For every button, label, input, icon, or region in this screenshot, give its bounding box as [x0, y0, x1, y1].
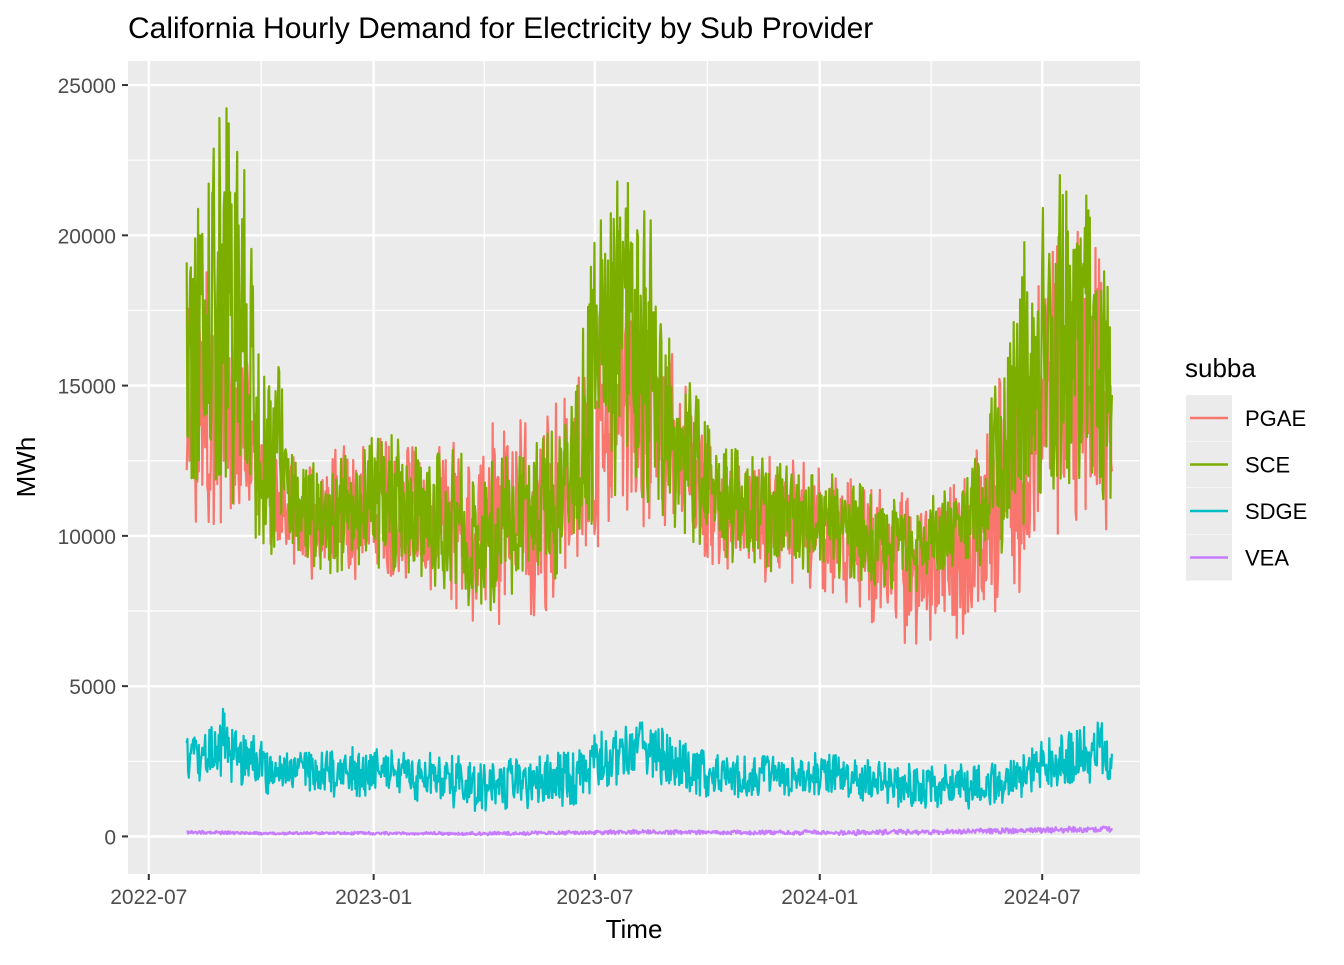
x-tick-label: 2022-07	[110, 886, 187, 909]
series-layer	[185, 107, 1113, 837]
x-tick-label: 2024-07	[1004, 886, 1081, 909]
y-axis-label: MWh	[11, 437, 41, 498]
x-tick-label: 2023-07	[556, 886, 633, 909]
legend-label: PGAE	[1245, 406, 1306, 431]
legend: subba PGAE SCE SDGE VEA	[1185, 353, 1307, 581]
axes: 0 5000 10000 15000 20000 25000 2022-07 2023-01 2…	[58, 75, 1081, 909]
legend-title: subba	[1185, 353, 1256, 383]
y-tick-label: 15000	[58, 376, 116, 399]
x-axis-label: Time	[606, 914, 663, 944]
series-line-sdge	[185, 707, 1113, 812]
series-line-sce	[185, 107, 1113, 612]
y-tick-label: 5000	[69, 676, 116, 699]
y-tick-label: 10000	[58, 526, 116, 549]
chart-title: California Hourly Demand for Electricity…	[128, 12, 873, 45]
x-tick-label: 2023-01	[335, 886, 412, 909]
y-tick-label: 0	[104, 826, 116, 849]
x-tick-label: 2024-01	[781, 886, 858, 909]
y-tick-label: 25000	[58, 75, 116, 98]
legend-label: SDGE	[1245, 499, 1307, 524]
legend-label: SCE	[1245, 453, 1290, 478]
y-tick-label: 20000	[58, 225, 116, 248]
series-line-vea	[186, 825, 1113, 837]
legend-label: VEA	[1245, 546, 1289, 571]
